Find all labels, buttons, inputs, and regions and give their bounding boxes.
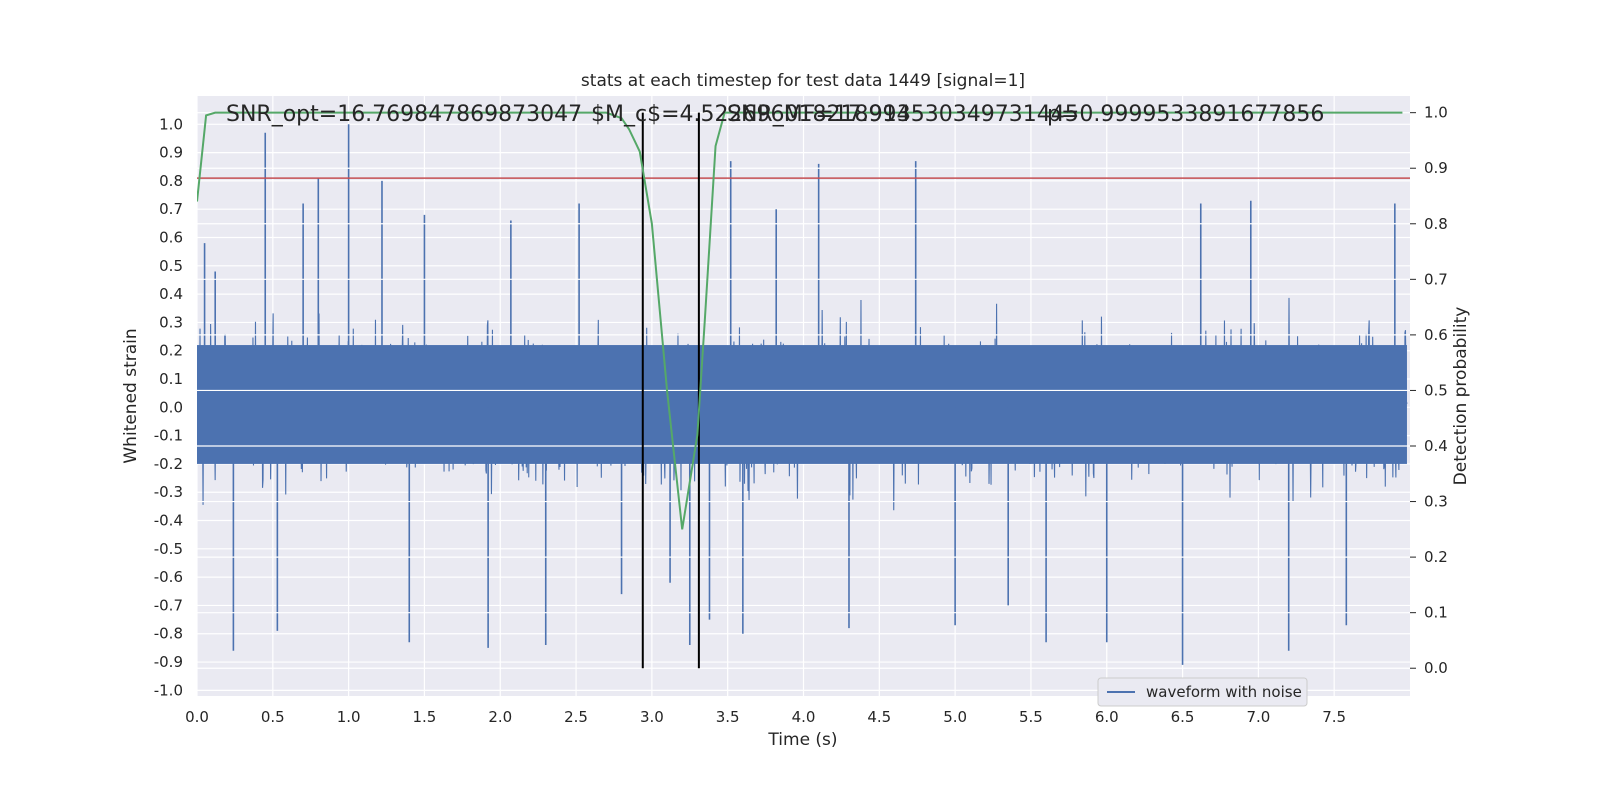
y-tick-label: 0.0 <box>159 398 183 416</box>
legend-box <box>1097 677 1308 707</box>
x-tick-label: 4.0 <box>792 708 816 726</box>
annotation-detection-p: p=0.9999533891677856 <box>1047 102 1324 127</box>
y-tick-label: 0.5 <box>159 257 183 275</box>
y-tick-label: 0.7 <box>159 200 183 218</box>
y-tick-label: 0.3 <box>159 313 183 331</box>
x-tick-label: 6.5 <box>1171 708 1195 726</box>
x-tick-label: 4.5 <box>867 708 891 726</box>
y-right-axis-title: Detection probability <box>1451 307 1471 486</box>
y-tick-label: 0.8 <box>159 172 183 190</box>
overlay-lines <box>197 111 1410 669</box>
x-tick-label: 1.5 <box>413 708 437 726</box>
y-tick-label: -0.6 <box>154 568 183 586</box>
right-axis-grid-lines <box>197 112 1410 669</box>
annotation-snr-opt: SNR_opt=16.769847869873047 <box>226 102 582 127</box>
y-tick-label: -0.3 <box>154 483 183 501</box>
annotation-snr-mf: SNR_MF=17.913530349731445 <box>727 102 1079 127</box>
detection-probability-line <box>197 111 1403 530</box>
x-tick-label: 1.0 <box>337 708 361 726</box>
x-tick-label: 3.5 <box>716 708 740 726</box>
y-right-tick-label: 0.3 <box>1424 493 1448 511</box>
legend: waveform with noise <box>1097 677 1308 707</box>
y-tick-label: -0.7 <box>154 596 183 614</box>
y-right-tick-label: 0.5 <box>1424 381 1448 399</box>
x-tick-label: 2.5 <box>564 708 588 726</box>
x-tick-label: 7.0 <box>1246 708 1270 726</box>
y-tick-label: -1.0 <box>154 681 183 699</box>
y-right-tick-label: 0.7 <box>1424 270 1448 288</box>
y-tick-label: -0.8 <box>154 625 183 643</box>
y-right-tick-label: 0.1 <box>1424 604 1448 622</box>
y-tick-label: -0.4 <box>154 512 183 530</box>
y-right-tick-label: 0.8 <box>1424 215 1448 233</box>
y-tick-label: -0.1 <box>154 427 183 445</box>
y-tick-label: -0.9 <box>154 653 183 671</box>
waveform-core-band <box>197 345 1407 464</box>
y-tick-label: 0.9 <box>159 144 183 162</box>
x-axis-ticks: 0.0 0.5 1.0 1.5 2.0 2.5 3.0 3.5 4.0 4.5 5.0 5.5 6.0 6… <box>185 708 1346 726</box>
y-axis-title: Whitened strain <box>121 328 141 463</box>
x-tick-label: 5.0 <box>943 708 967 726</box>
annotation-chirp-mass: $M_c$=4.522696018218994 <box>591 102 910 127</box>
y-right-tick-label: 0.4 <box>1424 437 1448 455</box>
y-tick-label: 0.1 <box>159 370 183 388</box>
legend-label-waveform: waveform with noise <box>1146 683 1302 701</box>
y-right-tick-label: 0.0 <box>1424 659 1448 677</box>
y-tick-label: 0.2 <box>159 342 183 360</box>
y-right-axis-ticks: 0.0 0.1 0.2 0.3 0.4 0.5 0.6 0.7 0.8 0.9 1.0 <box>1410 104 1448 677</box>
x-tick-label: 2.0 <box>488 708 512 726</box>
x-tick-label: 7.5 <box>1322 708 1346 726</box>
y-right-tick-label: 1.0 <box>1424 104 1448 122</box>
x-tick-label: 0.0 <box>185 708 209 726</box>
y-tick-label: 0.4 <box>159 285 183 303</box>
chart-title: stats at each timestep for test data 144… <box>581 71 1025 91</box>
x-tick-label: 5.5 <box>1019 708 1043 726</box>
y-axis-ticks: -1.0 -0.9 -0.8 -0.7 -0.6 -0.5 -0.4 -0.3 -0.2 -0.1… <box>154 115 183 699</box>
y-tick-label: -0.2 <box>154 455 183 473</box>
y-tick-label: 1.0 <box>159 115 183 133</box>
x-tick-label: 6.0 <box>1095 708 1119 726</box>
x-axis-title: Time (s) <box>767 730 837 750</box>
x-tick-label: 0.5 <box>261 708 285 726</box>
y-right-tick-label: 0.6 <box>1424 326 1448 344</box>
x-tick-label: 3.0 <box>640 708 664 726</box>
y-tick-label: 0.6 <box>159 229 183 247</box>
y-right-tick-label: 0.2 <box>1424 548 1448 566</box>
y-tick-label: -0.5 <box>154 540 183 558</box>
y-right-tick-label: 0.9 <box>1424 159 1448 177</box>
